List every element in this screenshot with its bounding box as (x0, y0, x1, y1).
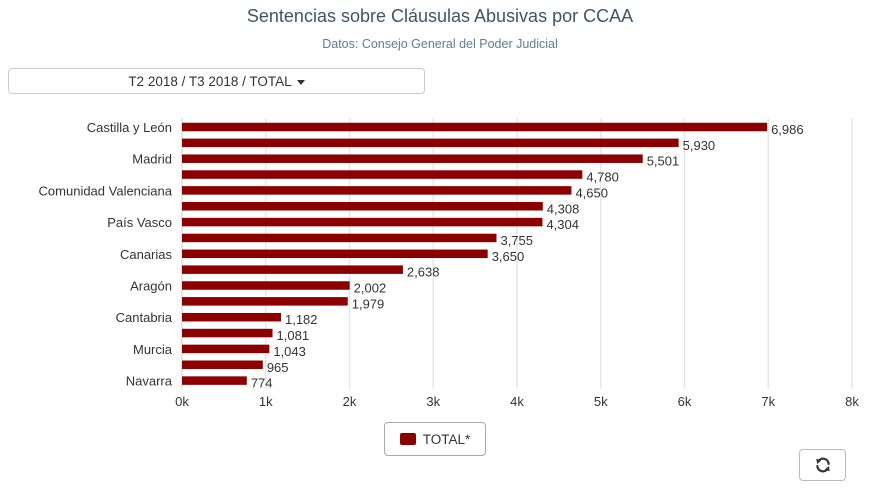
category-label: Madrid (132, 152, 172, 167)
bar (182, 154, 643, 163)
data-label: 4,304 (546, 217, 579, 232)
data-label: 3,650 (492, 249, 525, 264)
bar (182, 122, 768, 132)
x-tick-label: 6k (678, 394, 692, 409)
data-label: 3,755 (500, 233, 533, 248)
bar (182, 217, 543, 227)
x-tick-label: 4k (510, 394, 524, 409)
data-label: 5,930 (683, 138, 716, 153)
x-tick-label: 1k (259, 394, 273, 409)
data-label: 1,043 (273, 344, 306, 359)
category-label: Aragón (130, 279, 172, 294)
data-label: 2,638 (407, 265, 440, 280)
data-label: 5,501 (647, 154, 680, 169)
refresh-icon (815, 457, 830, 473)
legend-swatch (399, 433, 416, 445)
bar (182, 328, 273, 338)
category-label: Navarra (126, 374, 173, 389)
bar (182, 297, 348, 306)
bar (182, 344, 270, 354)
period-selector-dropdown[interactable]: T2 2018 / T3 2018 / TOTAL (8, 68, 425, 94)
category-label: País Vasco (107, 215, 172, 230)
data-label: 4,780 (586, 170, 619, 185)
data-label: 6,986 (771, 122, 804, 137)
category-label: Canarias (120, 247, 173, 262)
category-label: Murcia (133, 342, 173, 357)
legend-label: TOTAL* (422, 431, 471, 447)
x-tick-label: 5k (594, 394, 608, 409)
bar (182, 138, 679, 148)
x-tick-label: 2k (343, 394, 357, 409)
category-label: Comunidad Valenciana (39, 183, 173, 198)
bar (182, 265, 403, 274)
data-label: 4,308 (547, 201, 580, 216)
bar (182, 281, 350, 290)
x-tick-label: 8k (845, 394, 859, 409)
data-label: 4,650 (575, 185, 608, 200)
bar (182, 360, 263, 369)
data-label: 774 (251, 376, 273, 391)
category-label: Cantabria (116, 310, 173, 325)
refresh-button[interactable] (799, 449, 846, 481)
data-label: 1,979 (352, 296, 385, 311)
bar (182, 170, 583, 179)
category-label: Castilla y León (87, 120, 172, 135)
bar (182, 249, 488, 259)
data-label: 2,002 (354, 281, 387, 296)
x-tick-label: 3k (426, 394, 440, 409)
legend-item-total[interactable]: TOTAL* (384, 422, 486, 456)
bar (182, 233, 497, 243)
x-tick-label: 0k (175, 394, 189, 409)
caret-down-icon (296, 79, 305, 85)
data-label: 1,182 (285, 312, 318, 327)
chart-subtitle: Datos: Consejo General del Poder Judicia… (322, 37, 558, 51)
bar (182, 186, 572, 195)
chart-title: Sentencias sobre Cláusulas Abusivas por … (246, 6, 634, 26)
period-selector-label: T2 2018 / T3 2018 / TOTAL (128, 73, 292, 89)
bar (182, 312, 281, 322)
x-tick-label: 7k (761, 394, 775, 409)
bar (182, 376, 247, 385)
data-label: 965 (267, 360, 289, 375)
bar (182, 202, 543, 211)
data-label: 1,081 (277, 328, 310, 343)
